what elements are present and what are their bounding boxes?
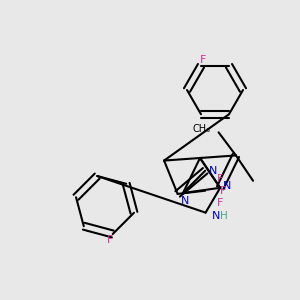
Text: F: F bbox=[200, 55, 206, 65]
Text: N: N bbox=[181, 196, 189, 206]
Text: F: F bbox=[220, 186, 226, 196]
Text: F: F bbox=[217, 198, 224, 208]
Text: N: N bbox=[223, 181, 231, 191]
Text: CH₃: CH₃ bbox=[193, 124, 211, 134]
Text: F: F bbox=[217, 174, 224, 184]
Text: H: H bbox=[220, 211, 227, 220]
Text: F: F bbox=[106, 235, 113, 245]
Text: N: N bbox=[212, 211, 220, 220]
Text: N: N bbox=[209, 166, 218, 176]
